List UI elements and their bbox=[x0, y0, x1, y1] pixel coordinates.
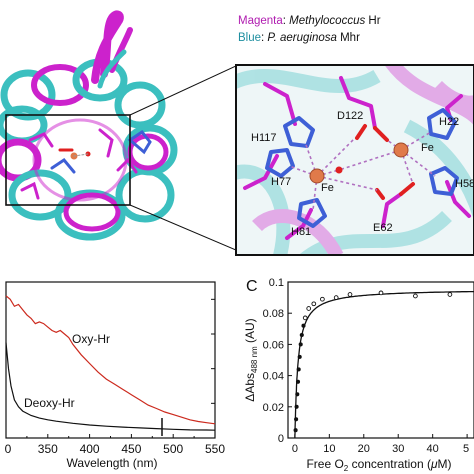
data-point bbox=[295, 392, 300, 397]
side-chains bbox=[20, 128, 152, 200]
legend-key-blue: Blue bbox=[238, 32, 262, 44]
label-fe-left: Fe bbox=[321, 182, 334, 194]
spectrum-xtick-label: 350 bbox=[38, 442, 58, 456]
label-h22: H22 bbox=[439, 116, 460, 128]
label-h81: H81 bbox=[291, 226, 312, 238]
legend-key-magenta: Magenta bbox=[238, 15, 283, 27]
spectrum-xtick-label: 0 bbox=[5, 442, 12, 456]
spectrum-xlabel: Wavelength (nm) bbox=[67, 456, 158, 470]
spectrum-chart: 0 350 400 450 500 550 Oxy-Hr Deoxy-Hr Wavelen… bbox=[5, 281, 225, 470]
iron-atom-left bbox=[309, 168, 325, 184]
panel-label-c: C bbox=[246, 278, 258, 295]
data-point bbox=[306, 306, 312, 311]
protein-overview bbox=[0, 10, 236, 251]
data-point bbox=[294, 417, 299, 422]
data-point bbox=[294, 404, 299, 409]
data-point bbox=[320, 296, 325, 302]
binding-axes-frame bbox=[287, 281, 474, 439]
top-loop bbox=[91, 10, 124, 84]
series-label-deoxy-hr: Deoxy-Hr bbox=[24, 396, 75, 410]
fit-curve bbox=[294, 290, 474, 438]
binding-xtick-label: 5 bbox=[463, 443, 469, 455]
binding-xtick-label: 30 bbox=[392, 443, 404, 455]
bridging-oxygen bbox=[335, 166, 343, 174]
binding-xlabel: Free O2 concentration (μM) bbox=[306, 457, 451, 473]
binding-ytick-label: 0.08 bbox=[263, 308, 284, 320]
series-label-oxy-hr: Oxy-Hr bbox=[72, 332, 110, 346]
zoom-box bbox=[5, 114, 131, 206]
spectrum-xtick-label: 450 bbox=[121, 442, 141, 456]
binding-ytick-label: 0.02 bbox=[263, 402, 284, 414]
binding-ytick-label: 0.1 bbox=[269, 277, 284, 289]
data-point bbox=[311, 301, 317, 307]
binding-ytick-label: 0.04 bbox=[263, 371, 284, 383]
spectrum-axes-frame bbox=[5, 281, 216, 439]
data-point bbox=[293, 428, 298, 433]
data-point bbox=[302, 315, 308, 321]
legend-magenta: Magenta: Methylococcus Hr bbox=[238, 15, 381, 27]
data-point bbox=[378, 290, 384, 296]
data-point bbox=[347, 292, 353, 297]
binding-xtick-label: 20 bbox=[358, 443, 370, 455]
legend-sep-1: : bbox=[282, 15, 290, 27]
spectrum-xtick-label: 550 bbox=[205, 442, 225, 456]
label-d122: D122 bbox=[337, 110, 364, 122]
zoom-line-top bbox=[129, 65, 236, 116]
label-fe-right: Fe bbox=[421, 142, 434, 154]
series-line-deoxy-hr bbox=[5, 342, 216, 431]
active-site-panel: H117 D122 H22 Fe H77 Fe H58 H81 E62 bbox=[235, 64, 474, 256]
spectrum-xtick-label: 500 bbox=[163, 442, 183, 456]
legend-species-1: Methylococcus bbox=[289, 15, 366, 27]
data-point bbox=[299, 332, 304, 338]
binding-ytick-label: 0 bbox=[278, 433, 284, 445]
label-e62: E62 bbox=[373, 222, 393, 234]
legend-species-2: P. aeruginosa bbox=[267, 32, 337, 44]
binding-xtick-label: 0 bbox=[292, 443, 298, 455]
data-point bbox=[296, 367, 301, 372]
data-point bbox=[298, 342, 303, 347]
legend-blue: Blue: P. aeruginosa Mhr bbox=[238, 32, 360, 44]
binding-xtick-label: 10 bbox=[323, 443, 335, 455]
data-point bbox=[301, 323, 306, 328]
legend-sep-2: : bbox=[261, 32, 268, 44]
spectrum-xtick-label: 400 bbox=[80, 442, 100, 456]
binding-ytick-label: 0.06 bbox=[263, 339, 284, 351]
legend-protein-2: Mhr bbox=[336, 32, 360, 44]
label-h77: H77 bbox=[271, 176, 292, 188]
label-h58: H58 bbox=[455, 178, 474, 190]
data-point bbox=[333, 295, 339, 300]
data-point bbox=[297, 354, 302, 359]
zoom-line-bottom bbox=[129, 204, 236, 251]
helix-cluster bbox=[0, 58, 178, 241]
binding-chart: C 0 10 20 30 40 5 0 0.02 0.04 0.06 0.08 0.1 Free O… bbox=[243, 277, 474, 473]
data-point bbox=[447, 292, 453, 297]
binding-ylabel: ΔAbs488 nm (AU) bbox=[243, 318, 259, 401]
active-site-structure bbox=[237, 66, 473, 254]
iron-atom-right bbox=[393, 142, 409, 158]
label-h117: H117 bbox=[251, 132, 277, 144]
data-point bbox=[295, 379, 301, 384]
series-line-oxy-hr bbox=[5, 295, 216, 425]
legend-protein-1: Hr bbox=[365, 15, 381, 27]
binding-xtick-label: 40 bbox=[427, 443, 439, 455]
data-point bbox=[413, 293, 418, 299]
